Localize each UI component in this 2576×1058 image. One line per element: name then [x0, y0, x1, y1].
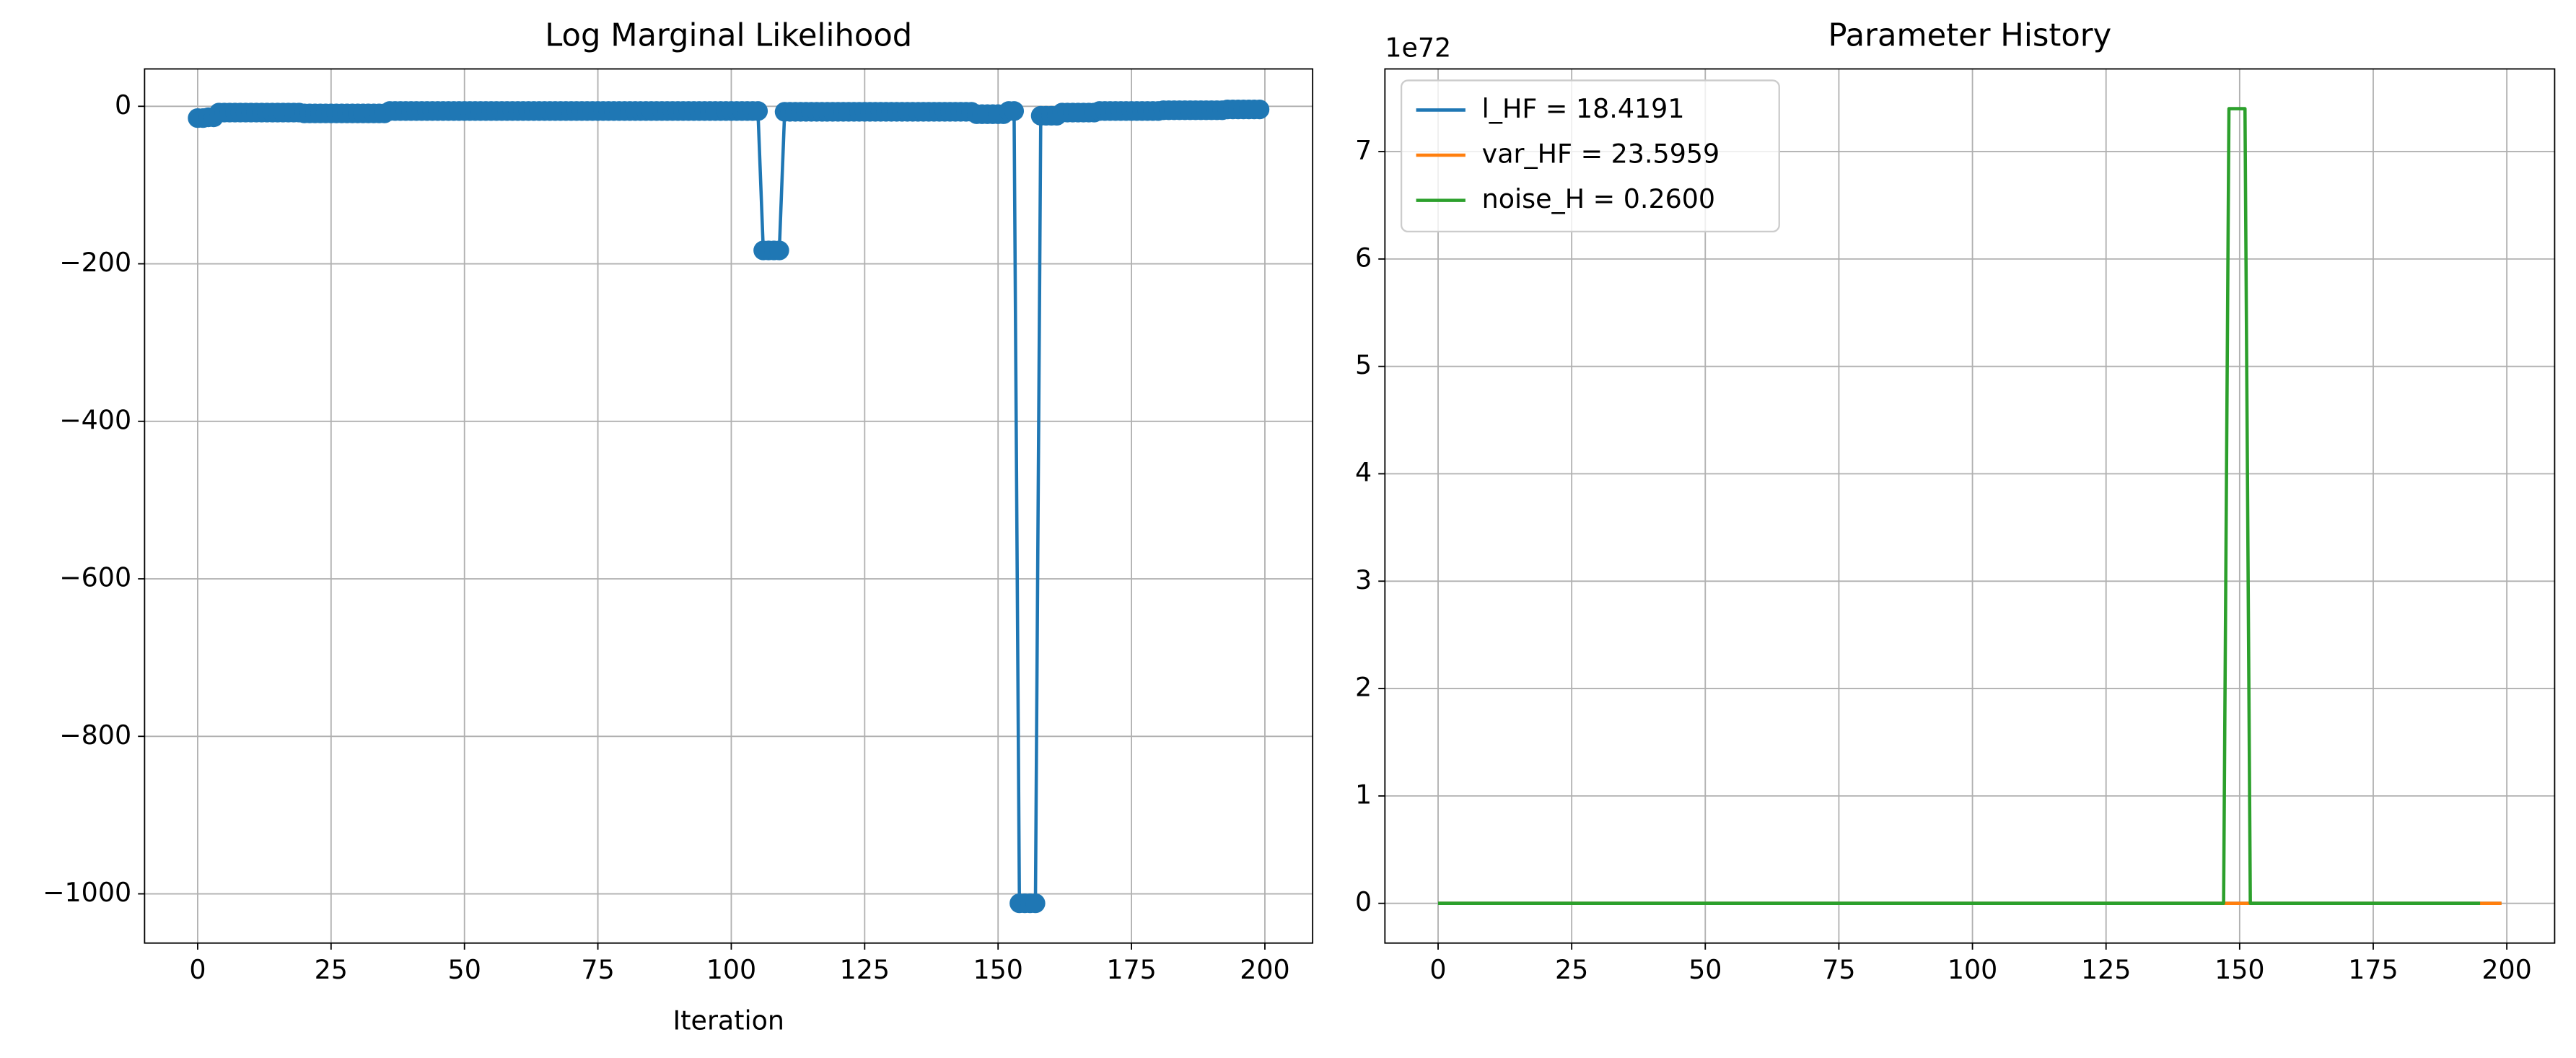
marker — [1249, 99, 1270, 120]
legend-label: l_HF = 18.4191 — [1482, 93, 1685, 124]
chart-title: Parameter History — [1828, 18, 2112, 54]
x-tick-label: 125 — [2081, 954, 2132, 985]
x-tick-label: 0 — [1429, 954, 1446, 985]
plot-area — [188, 99, 1270, 914]
y-offset-label: 1e72 — [1385, 32, 1451, 64]
x-tick-label: 75 — [581, 954, 614, 985]
y-tick-label: −600 — [59, 562, 131, 593]
x-tick-label: 100 — [706, 954, 757, 985]
x-axis-label: Iteration — [673, 1005, 784, 1036]
x-tick-label: 200 — [1240, 954, 1290, 985]
plot-area — [1438, 107, 2502, 905]
y-tick-label: −800 — [59, 720, 131, 751]
x-tick-label: 75 — [1822, 954, 1855, 985]
chart-title: Log Marginal Likelihood — [545, 18, 912, 54]
x-tick-label: 150 — [973, 954, 1023, 985]
x-tick-label: 50 — [448, 954, 481, 985]
marker — [748, 101, 768, 121]
y-tick-label: 3 — [1355, 564, 1372, 595]
x-tick-label: 25 — [1555, 954, 1588, 985]
x-tick-label: 175 — [1106, 954, 1157, 985]
y-tick-label: 6 — [1355, 242, 1372, 273]
marker — [769, 240, 789, 261]
y-tick-label: 0 — [1355, 886, 1372, 917]
legend: l_HF = 18.4191 var_HF = 23.5959 noise_H = … — [1400, 79, 1780, 233]
y-tick-label: 2 — [1355, 672, 1372, 703]
x-tick-label: 0 — [189, 954, 206, 985]
x-tick-label: 200 — [2481, 954, 2532, 985]
x-tick-label: 150 — [2214, 954, 2265, 985]
y-tick-label: 5 — [1355, 349, 1372, 380]
marker — [1004, 101, 1025, 121]
series-line — [1438, 107, 2481, 905]
y-tick-label: −1000 — [43, 877, 131, 908]
axes: 0 25 50 75 100 125 150 175 200 0 1 2 3 4 5 6 7 Parameter … — [1355, 18, 2556, 985]
x-tick-label: 125 — [840, 954, 890, 985]
y-tick-label: 4 — [1355, 457, 1372, 488]
y-tick-label: −400 — [59, 404, 131, 435]
legend-box — [1400, 79, 1780, 233]
y-tick-label: 7 — [1355, 135, 1372, 166]
y-tick-label: 1 — [1355, 779, 1372, 810]
axes-frame — [144, 68, 1314, 944]
x-tick-label: 175 — [2348, 954, 2398, 985]
legend-label: noise_H = 0.2600 — [1482, 183, 1715, 214]
axes: 0 25 50 75 100 125 150 175 200 −1000 −800 −600 −400 −… — [43, 18, 1314, 1036]
x-tick-label: 25 — [315, 954, 348, 985]
marker — [1025, 893, 1046, 914]
x-tick-label: 50 — [1688, 954, 1722, 985]
y-tick-label: −200 — [59, 247, 131, 278]
x-tick-label: 100 — [1948, 954, 1998, 985]
y-tick-label: 0 — [115, 89, 131, 121]
legend-label: var_HF = 23.5959 — [1482, 139, 1720, 170]
axes-frame — [1384, 68, 2556, 944]
